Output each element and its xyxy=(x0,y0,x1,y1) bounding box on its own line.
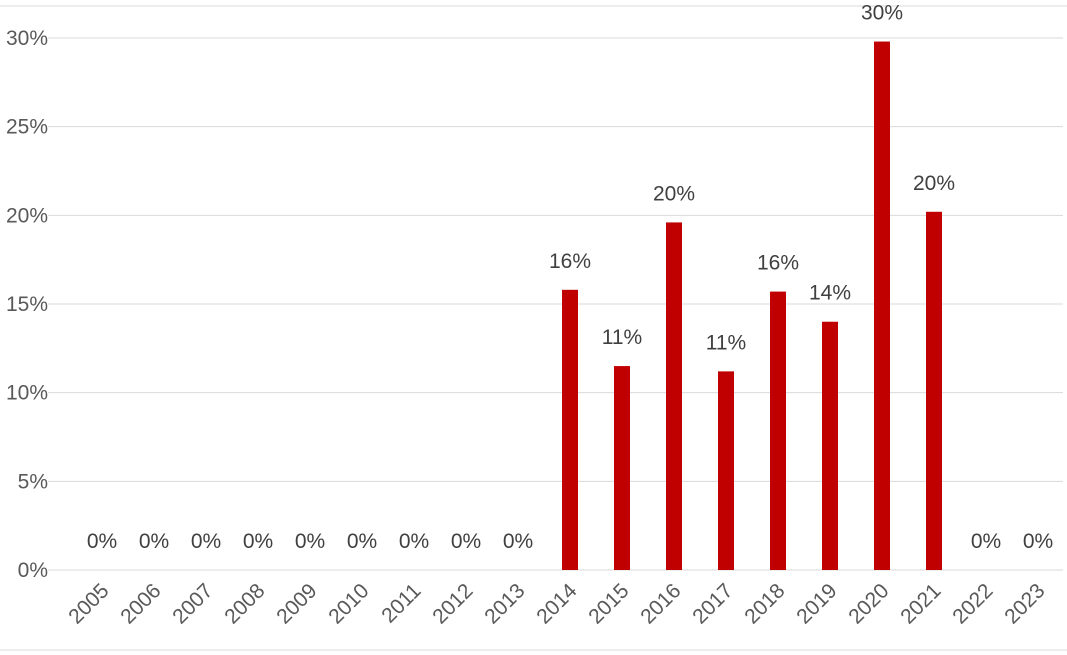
data-label: 0% xyxy=(1023,530,1053,553)
x-tick-label: 2005 xyxy=(64,579,113,628)
x-tick-label: 2013 xyxy=(480,579,529,628)
bar xyxy=(822,321,838,570)
data-label: 0% xyxy=(295,530,325,553)
x-axis-tick-labels: 2005 2006 2007 2008 2009 2010 2011 2012 2013 2014… xyxy=(64,579,1049,629)
bars xyxy=(562,41,942,570)
x-tick-label: 2017 xyxy=(688,579,737,628)
data-label: 11% xyxy=(602,326,642,349)
y-tick-label: 0% xyxy=(18,559,48,582)
x-tick-label: 2023 xyxy=(1000,579,1049,628)
x-tick-label: 2012 xyxy=(428,579,477,628)
data-label: 14% xyxy=(809,282,851,305)
x-tick-label: 2016 xyxy=(636,579,685,628)
bar xyxy=(562,289,578,570)
data-label: 16% xyxy=(757,252,799,275)
data-label: 16% xyxy=(549,250,591,273)
data-label: 0% xyxy=(347,530,377,553)
bar xyxy=(874,41,890,570)
data-label: 11% xyxy=(706,331,746,354)
y-tick-label: 10% xyxy=(6,382,48,405)
x-tick-label: 2015 xyxy=(584,579,633,628)
data-label: 30% xyxy=(861,2,903,25)
x-tick-label: 2011 xyxy=(377,579,425,627)
y-tick-label: 20% xyxy=(6,204,48,227)
bar xyxy=(666,222,682,570)
x-tick-label: 2021 xyxy=(896,579,945,628)
x-tick-label: 2022 xyxy=(948,579,997,628)
data-labels: 0% 0% 0% 0% 0% 0% 0% 0% 0% 16% 11% 20% 11% 16% 14% 30% 2… xyxy=(87,2,1053,553)
data-label: 0% xyxy=(243,530,273,553)
data-label: 20% xyxy=(653,182,695,205)
data-label: 20% xyxy=(913,172,955,195)
x-tick-label: 2014 xyxy=(532,579,582,629)
bar xyxy=(770,291,786,570)
data-label: 0% xyxy=(191,530,221,553)
bar xyxy=(926,211,942,570)
bar xyxy=(718,371,734,570)
x-tick-label: 2006 xyxy=(116,579,165,628)
data-label: 0% xyxy=(971,530,1001,553)
data-label: 0% xyxy=(451,530,481,553)
x-tick-label: 2019 xyxy=(792,579,841,628)
data-label: 0% xyxy=(399,530,429,553)
bar xyxy=(614,366,630,570)
data-label: 0% xyxy=(87,530,117,553)
x-tick-label: 2009 xyxy=(272,579,321,628)
gridlines xyxy=(48,37,1063,571)
y-tick-label: 15% xyxy=(6,293,48,316)
x-tick-label: 2020 xyxy=(844,579,893,628)
y-tick-label: 30% xyxy=(6,27,48,50)
x-tick-label: 2010 xyxy=(324,579,373,628)
y-tick-label: 5% xyxy=(18,470,48,493)
x-tick-label: 2007 xyxy=(168,579,217,628)
data-label: 0% xyxy=(503,530,533,553)
data-label: 0% xyxy=(139,530,169,553)
x-tick-label: 2018 xyxy=(740,579,789,628)
y-axis-tick-labels: 0% 5% 10% 15% 20% 25% 30% xyxy=(6,27,48,582)
x-tick-label: 2008 xyxy=(220,579,269,628)
y-tick-label: 25% xyxy=(6,116,48,139)
